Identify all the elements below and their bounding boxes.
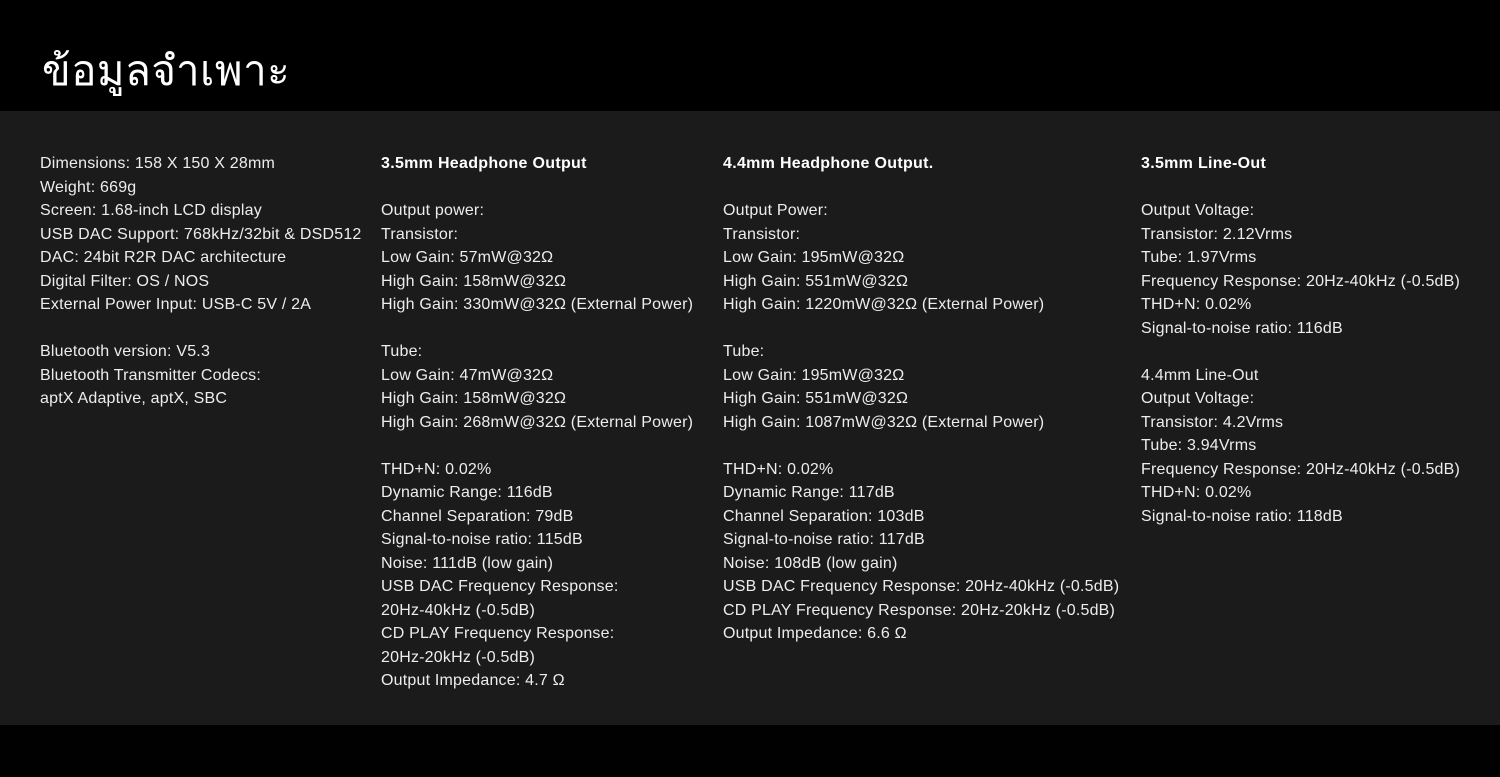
spec-line: Transistor: 4.2Vrms [1141,413,1284,431]
top-bar: ข้อมูลจำเพาะ [0,0,1500,111]
spec-line: 20Hz-20kHz (-0.5dB) [381,648,536,666]
spec-column-line-out: 3.5mm Line-Out Output Voltage: Transisto… [1141,152,1481,528]
spec-line: 20Hz-40kHz (-0.5dB) [381,601,536,619]
spec-line: THD+N: 0.02% [723,460,834,478]
spec-line-blank [723,317,1135,341]
spec-line: CD PLAY Frequency Response: [381,625,615,642]
spec-line-blank [723,176,1135,200]
spec-line: THD+N: 0.02% [1141,484,1252,501]
spec-line: High Gain: 551mW@32Ω [723,390,909,407]
spec-line: Signal-to-noise ratio: 115dB [381,531,583,548]
spec-line: Output Impedance: 6.6 Ω [723,625,907,642]
spec-line: aptX Adaptive, aptX, SBC [40,390,228,407]
spec-line: Transistor: 2.12Vrms [1141,225,1293,243]
page-title: ข้อมูลจำเพาะ [42,47,291,94]
spec-line: High Gain: 158mW@32Ω [381,390,567,407]
content-panel: Dimensions: 158 X 150 X 28mm Weight: 669… [0,111,1500,725]
spec-line: Channel Separation: 103dB [723,507,925,525]
spec-line: Bluetooth version: V5.3 [40,343,211,360]
spec-line-blank [40,317,375,341]
spec-column-44mm-headphone: 4.4mm Headphone Output. Output Power: Tr… [723,152,1135,646]
spec-line: Digital Filter: OS / NOS [40,272,210,290]
spec-line: Weight: 669g [40,178,137,196]
spec-line: Frequency Response: 20Hz-40kHz (-0.5dB) [1141,460,1461,478]
spec-line: Signal-to-noise ratio: 118dB [1141,507,1343,525]
spec-line: Output Voltage: [1141,390,1255,407]
spec-line: Noise: 111dB (low gain) [381,554,554,572]
spec-line: External Power Input: USB-C 5V / 2A [40,296,312,313]
spec-column-35mm-headphone: 3.5mm Headphone Output Output power: Tra… [381,152,717,693]
spec-line: Dynamic Range: 117dB [723,484,895,501]
spec-line: Dimensions: 158 X 150 X 28mm [40,155,276,172]
spec-line: Dynamic Range: 116dB [381,484,553,501]
spec-line: Output power: [381,202,485,219]
spec-line: Frequency Response: 20Hz-40kHz (-0.5dB) [1141,272,1461,290]
spec-line: Tube: 1.97Vrms [1141,249,1257,266]
spec-line: Bluetooth Transmitter Codecs: [40,366,262,384]
spec-line: Transistor: [381,225,459,243]
spec-line: High Gain: 268mW@32Ω (External Power) [381,413,694,431]
spec-line-blank [1141,176,1481,200]
spec-line: Output Voltage: [1141,202,1255,219]
spec-column-general: Dimensions: 158 X 150 X 28mm Weight: 669… [40,152,375,411]
spec-line: USB DAC Frequency Response: [381,578,619,595]
spec-line: High Gain: 1087mW@32Ω (External Power) [723,413,1045,431]
spec-line: DAC: 24bit R2R DAC architecture [40,249,287,266]
spec-line: Signal-to-noise ratio: 116dB [1141,319,1343,337]
spec-line: Low Gain: 195mW@32Ω [723,366,905,384]
bottom-bar [0,725,1500,777]
spec-line: USB DAC Frequency Response: 20Hz-40kHz (… [723,578,1120,595]
spec-line: Low Gain: 195mW@32Ω [723,249,905,266]
column-header-35mm-headphone: 3.5mm Headphone Output [381,155,587,172]
spec-line: Output Impedance: 4.7 Ω [381,672,565,689]
spec-line: USB DAC Support: 768kHz/32bit & DSD512 [40,225,362,243]
spec-line: Low Gain: 57mW@32Ω [381,249,554,266]
spec-line: Transistor: [723,225,801,243]
spec-line: Low Gain: 47mW@32Ω [381,366,554,384]
spec-line: Signal-to-noise ratio: 117dB [723,531,925,548]
spec-line: THD+N: 0.02% [1141,296,1252,313]
column-header-44mm-headphone: 4.4mm Headphone Output. [723,155,934,172]
spec-line-blank [381,434,717,458]
column-header-35mm-line-out: 3.5mm Line-Out [1141,155,1267,172]
subheader-44mm-line-out: 4.4mm Line-Out [1141,366,1259,384]
spec-line: Tube: [723,343,765,360]
spec-line-blank [723,434,1135,458]
spec-line-blank [381,176,717,200]
spec-line-blank [1141,340,1481,364]
spec-line: High Gain: 158mW@32Ω [381,272,567,290]
spec-line: Tube: 3.94Vrms [1141,437,1257,454]
spec-line: High Gain: 330mW@32Ω (External Power) [381,296,694,313]
spec-line: Screen: 1.68-inch LCD display [40,202,262,219]
spec-line: High Gain: 1220mW@32Ω (External Power) [723,296,1045,313]
spec-line: Channel Separation: 79dB [381,507,574,525]
spec-line: Output Power: [723,202,828,219]
spec-line-blank [381,317,717,341]
spec-line: High Gain: 551mW@32Ω [723,272,909,290]
spec-line: CD PLAY Frequency Response: 20Hz-20kHz (… [723,601,1116,619]
spec-line: Noise: 108dB (low gain) [723,554,898,572]
spec-line: THD+N: 0.02% [381,460,492,478]
spec-line: Tube: [381,343,423,360]
